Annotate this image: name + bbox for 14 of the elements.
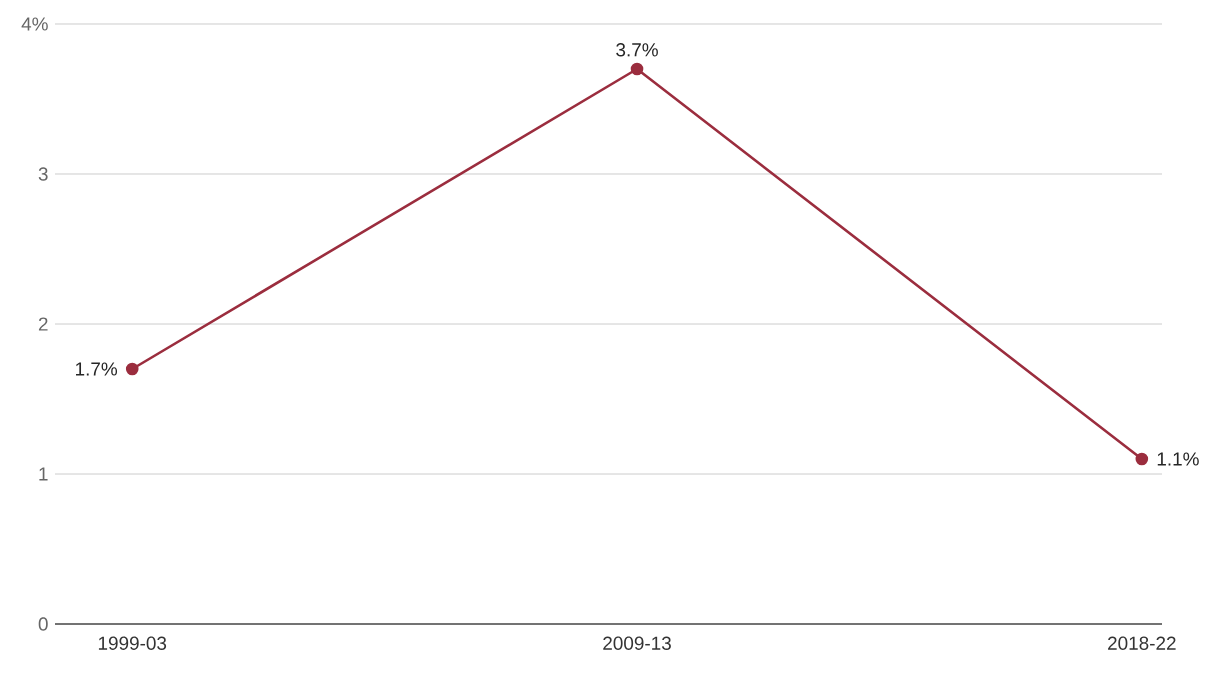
- x-tick-label: 2009-13: [603, 636, 671, 650]
- x-tick-label: 1999-03: [98, 636, 167, 650]
- point: [630, 62, 644, 76]
- y-tick-label: 2: [38, 317, 48, 331]
- data-label: 3.7%: [616, 43, 658, 57]
- y-tick-label: 4%: [21, 17, 48, 31]
- point: [125, 362, 139, 376]
- y-tick-label: 3: [38, 167, 48, 181]
- point: [1135, 452, 1149, 466]
- x-tick-label: 2018-22: [1108, 636, 1176, 650]
- data-label: 1.7%: [76, 362, 118, 376]
- data-label: 1.1%: [1157, 452, 1199, 466]
- y-tick-label: 1: [39, 467, 48, 481]
- y-tick-label: 0: [38, 617, 48, 631]
